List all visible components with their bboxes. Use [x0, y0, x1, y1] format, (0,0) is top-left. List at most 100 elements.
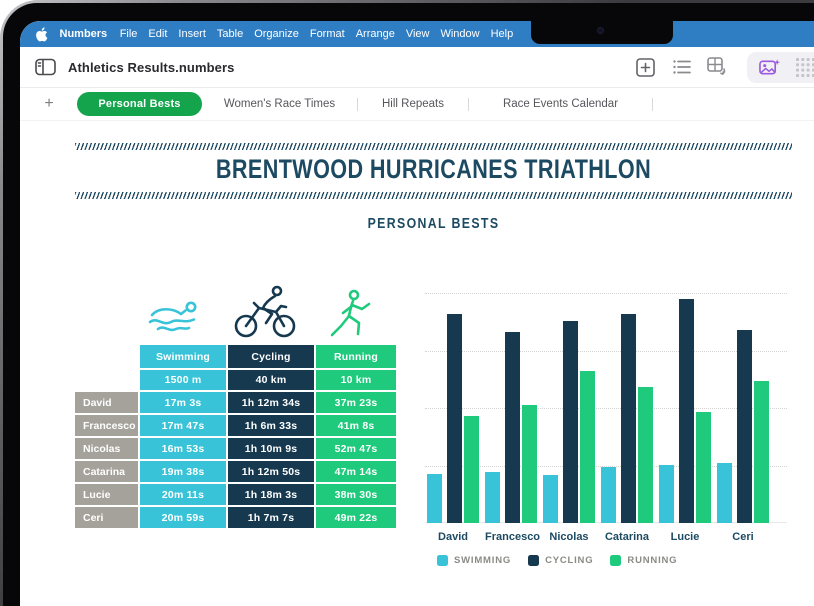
chart-gridline-40: [425, 408, 787, 409]
chart-category-label-ceri: Ceri: [732, 531, 754, 543]
table-cell-running-catarina[interactable]: 47m 14s: [316, 461, 396, 482]
table-cell-swimming-francesco[interactable]: 17m 47s: [140, 415, 226, 436]
row-header-david[interactable]: David: [75, 392, 138, 413]
tab-race-events-calendar[interactable]: Race Events Calendar: [502, 98, 619, 110]
table-cell-swimming-lucie[interactable]: 20m 11s: [140, 484, 226, 505]
sheet-canvas: BRENTWOOD HURRICANES TRIATHLON PERSONAL …: [20, 121, 814, 606]
chart-bar-cycling-ceri[interactable]: [737, 330, 752, 523]
chart-bar-running-ceri[interactable]: [754, 381, 769, 523]
chart-bar-swimming-francesco[interactable]: [485, 471, 500, 523]
table-action-icon[interactable]: [707, 57, 728, 78]
menu-item-view[interactable]: View: [405, 28, 430, 40]
table-cell-running-ceri[interactable]: 49m 22s: [316, 507, 396, 528]
table-cell-swimming-nicolas[interactable]: 16m 53s: [140, 438, 226, 459]
table-cell-cycling-nicolas[interactable]: 1h 10m 9s: [228, 438, 314, 459]
table-cell-swimming-david[interactable]: 17m 3s: [140, 392, 226, 413]
tab-women-s-race-times[interactable]: Women's Race Times: [223, 98, 336, 110]
row-header-nicolas[interactable]: Nicolas: [75, 438, 138, 459]
chart-category-label-francesco: Francesco: [485, 531, 541, 543]
tab-hill-repeats[interactable]: Hill Repeats: [382, 98, 444, 110]
legend-item-cycling[interactable]: CYCLING: [528, 555, 593, 566]
tab-personal-bests[interactable]: Personal Bests: [77, 92, 202, 116]
media-ai-icon[interactable]: [759, 57, 780, 78]
legend-item-swimming[interactable]: SWIMMING: [437, 555, 511, 566]
apple-menu-icon[interactable]: [35, 26, 48, 42]
row-header-francesco[interactable]: Francesco: [75, 415, 138, 436]
chart-group-nicolas: [543, 321, 595, 523]
bar-chart-plot[interactable]: [425, 293, 787, 523]
chart-group-david: [427, 314, 479, 523]
table-cell-running-david[interactable]: 37m 23s: [316, 392, 396, 413]
sheet-tab-bar: + Personal Bests Women's Race Times Hill R…: [20, 88, 814, 121]
tab-separator: [652, 97, 653, 111]
table-cell-cycling-francesco[interactable]: 1h 6m 33s: [228, 415, 314, 436]
chart-bar-swimming-ceri[interactable]: [717, 462, 732, 523]
chart-gridline-80: [425, 293, 787, 294]
runner-icon: [327, 289, 375, 341]
menu-item-file[interactable]: File: [119, 28, 138, 40]
row-header-catarina[interactable]: Catarina: [75, 461, 138, 482]
chart-bar-cycling-david[interactable]: [447, 314, 462, 523]
chart-bar-swimming-nicolas[interactable]: [543, 474, 558, 523]
menu-item-arrange[interactable]: Arrange: [355, 28, 395, 40]
menu-bar: Numbers File Edit Insert Table Organize Format…: [20, 21, 814, 47]
column-distance-swimming[interactable]: 1500 m: [140, 370, 226, 390]
table-cell-cycling-catarina[interactable]: 1h 12m 50s: [228, 461, 314, 482]
sheet-subtitle[interactable]: PERSONAL BESTS: [367, 216, 500, 232]
chart-bar-cycling-catarina[interactable]: [621, 313, 636, 523]
decorative-stripe-top: [75, 143, 792, 150]
menu-item-insert[interactable]: Insert: [178, 28, 206, 40]
row-header-lucie[interactable]: Lucie: [75, 484, 138, 505]
column-distance-cycling[interactable]: 40 km: [228, 370, 314, 390]
menu-item-numbers[interactable]: Numbers: [59, 28, 108, 40]
swimmer-icon: [146, 297, 202, 337]
chart-bar-running-francesco[interactable]: [522, 404, 537, 523]
table-cell-cycling-lucie[interactable]: 1h 18m 3s: [228, 484, 314, 505]
column-distance-running[interactable]: 10 km: [316, 370, 396, 390]
table-cell-swimming-catarina[interactable]: 19m 38s: [140, 461, 226, 482]
chart-bar-cycling-lucie[interactable]: [679, 298, 694, 523]
table-cell-running-nicolas[interactable]: 52m 47s: [316, 438, 396, 459]
chart-bar-running-nicolas[interactable]: [580, 371, 595, 523]
chart-category-label-catarina: Catarina: [604, 531, 650, 543]
row-header-ceri[interactable]: Ceri: [75, 507, 138, 528]
column-header-cycling[interactable]: Cycling: [228, 345, 314, 368]
column-header-swimming[interactable]: Swimming: [140, 345, 226, 368]
chart-bar-running-david[interactable]: [464, 415, 479, 523]
table-cell-running-lucie[interactable]: 38m 30s: [316, 484, 396, 505]
document-toolbar: Athletics Results.numbers: [20, 47, 814, 88]
menu-item-edit[interactable]: Edit: [148, 28, 168, 40]
add-sheet-button[interactable]: +: [44, 95, 54, 112]
chart-bar-cycling-francesco[interactable]: [505, 331, 520, 523]
insert-object-icon[interactable]: [635, 57, 656, 78]
chart-x-axis-labels: David Francesco Nicolas Catarina Lucie Ceri: [427, 531, 775, 543]
table-cell-cycling-ceri[interactable]: 1h 7m 7s: [228, 507, 314, 528]
table-cell-cycling-david[interactable]: 1h 12m 34s: [228, 392, 314, 413]
chart-category-label-david: David: [438, 531, 468, 543]
legend-swatch-running: [610, 555, 622, 566]
chart-bar-running-catarina[interactable]: [638, 387, 653, 523]
table-cell-running-francesco[interactable]: 41m 8s: [316, 415, 396, 436]
menu-item-help[interactable]: Help: [490, 28, 514, 40]
chart-bar-running-lucie[interactable]: [696, 412, 711, 523]
column-header-running[interactable]: Running: [316, 345, 396, 368]
sheet-title[interactable]: BRENTWOOD HURRICANES TRIATHLON: [215, 154, 652, 184]
chart-group-ceri: [717, 330, 769, 523]
chart-bar-swimming-lucie[interactable]: [659, 465, 674, 523]
menu-item-format[interactable]: Format: [309, 28, 345, 40]
legend-item-running[interactable]: RUNNING: [610, 555, 677, 566]
document-title[interactable]: Athletics Results.numbers: [68, 59, 235, 75]
menu-item-table[interactable]: Table: [216, 28, 244, 40]
list-icon[interactable]: [671, 57, 692, 78]
table-cell-swimming-ceri[interactable]: 20m 59s: [140, 507, 226, 528]
chart-group-francesco: [485, 331, 537, 523]
chart-bar-cycling-nicolas[interactable]: [563, 321, 578, 523]
chart-category-label-nicolas: Nicolas: [549, 531, 589, 543]
sidebar-toggle-icon[interactable]: [35, 57, 56, 78]
menu-item-organize[interactable]: Organize: [254, 28, 299, 40]
menu-item-window[interactable]: Window: [440, 28, 480, 40]
grid-icon[interactable]: [795, 57, 814, 78]
camera-icon: [597, 27, 604, 34]
chart-bar-swimming-catarina[interactable]: [601, 466, 616, 523]
chart-bar-swimming-david[interactable]: [427, 474, 442, 523]
